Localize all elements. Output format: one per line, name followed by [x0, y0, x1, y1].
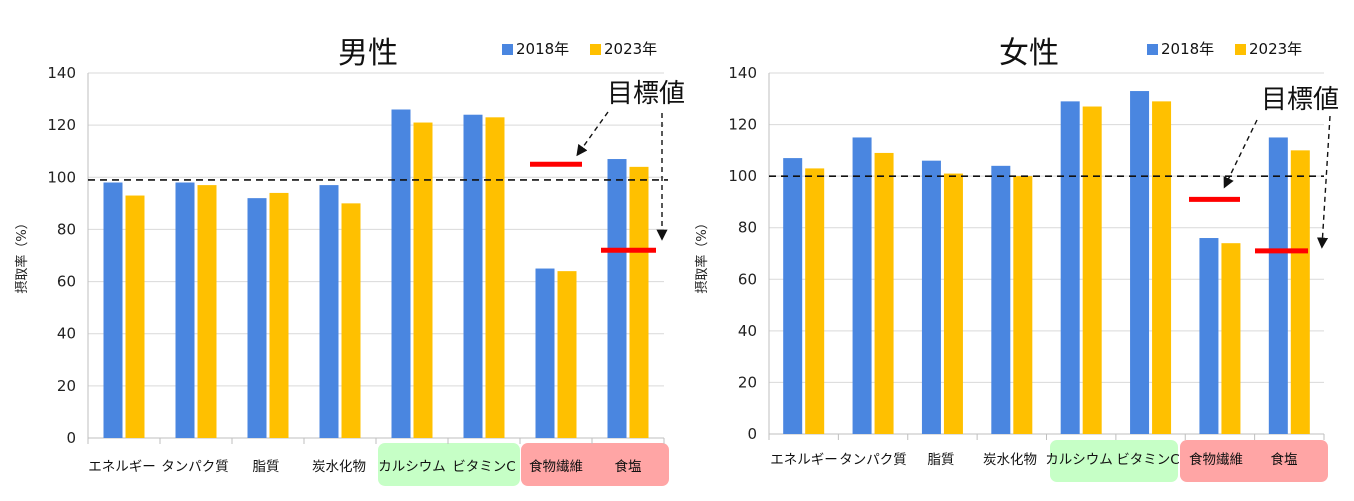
- category-highlight-0: [1050, 440, 1178, 482]
- annotation-label: 目標値: [607, 79, 685, 109]
- category-highlight-0: [378, 443, 520, 486]
- bar-2023-3: [1013, 176, 1033, 434]
- bar-2018-6: [535, 268, 555, 438]
- x-category-label: ビタミンC: [452, 459, 515, 475]
- category-highlight-1: [521, 443, 669, 486]
- bar-2023-3: [341, 203, 361, 438]
- y-tick-label: 0: [66, 429, 76, 447]
- annotation-arrow-1: [1316, 115, 1331, 249]
- x-category-label: エネルギー: [88, 459, 156, 475]
- x-category-label: 脂質: [928, 452, 955, 468]
- y-tick-label: 80: [738, 219, 757, 237]
- x-category-label: 炭水化物: [983, 452, 1037, 468]
- bar-2018-6: [1199, 238, 1219, 434]
- legend-swatch-1: [590, 44, 601, 55]
- bar-2018-2: [921, 160, 941, 434]
- bar-2023-6: [1221, 243, 1241, 434]
- legend-label-0: 2018年: [516, 40, 569, 58]
- y-tick-label: 100: [728, 167, 757, 185]
- bar-2023-4: [1082, 106, 1102, 435]
- x-category-label: 炭水化物: [312, 459, 366, 475]
- bar-2018-7: [1268, 137, 1288, 434]
- legend: 2018年 2023年: [1147, 40, 1302, 58]
- bar-2023-7: [629, 166, 649, 438]
- y-tick-label: 40: [738, 322, 757, 340]
- y-tick-label: 60: [57, 273, 76, 291]
- bar-2018-4: [391, 109, 411, 438]
- bar-2023-7: [1290, 150, 1310, 434]
- bar-2018-3: [319, 185, 339, 438]
- bar-2023-5: [1152, 101, 1172, 434]
- bar-2018-4: [1060, 101, 1080, 434]
- x-category-label: 食物繊維: [529, 458, 583, 475]
- annotation-arrow-0: [576, 111, 609, 157]
- y-tick-label: 40: [57, 325, 76, 343]
- x-category-label: カルシウム: [378, 459, 446, 475]
- y-tick-label: 140: [47, 64, 76, 82]
- y-tick-label: 120: [728, 116, 757, 134]
- legend-swatch-1: [1235, 44, 1246, 55]
- x-category-label: ビタミンC: [1116, 452, 1179, 468]
- y-tick-label: 120: [47, 116, 76, 134]
- bar-2018-7: [607, 159, 627, 439]
- x-category-label: カルシウム: [1045, 452, 1113, 468]
- legend-swatch-0: [1147, 44, 1158, 55]
- bar-2023-1: [197, 185, 217, 438]
- x-category-label: 脂質: [253, 459, 280, 475]
- annotation-label: 目標値: [1261, 85, 1339, 115]
- chart-title: 女性: [999, 36, 1059, 71]
- y-tick-label: 80: [57, 220, 76, 238]
- bar-2023-0: [125, 195, 145, 438]
- legend-label-1: 2023年: [1249, 40, 1302, 58]
- y-axis-label: 摂取率（%）: [14, 216, 30, 293]
- legend-label-0: 2018年: [1161, 40, 1214, 58]
- x-category-label: 食物繊維: [1189, 451, 1243, 468]
- bar-2018-0: [103, 182, 123, 438]
- bar-2023-6: [557, 271, 577, 438]
- y-axis-label: 摂取率（%）: [694, 216, 710, 293]
- category-highlight-1: [1180, 440, 1328, 482]
- bar-2023-1: [874, 152, 894, 434]
- bar-2018-5: [1130, 91, 1150, 435]
- y-tick-label: 60: [738, 270, 757, 288]
- y-tick-label: 100: [47, 168, 76, 186]
- legend-swatch-0: [502, 44, 513, 55]
- chart-title: 男性: [338, 36, 398, 71]
- bar-2023-2: [943, 173, 963, 435]
- y-tick-label: 20: [57, 377, 76, 395]
- x-category-label: エネルギー: [770, 452, 838, 468]
- bar-2023-4: [413, 122, 433, 439]
- y-tick-label: 0: [747, 425, 757, 443]
- legend: 2018年 2023年: [502, 40, 657, 58]
- bar-2018-2: [247, 198, 267, 438]
- bar-2018-5: [463, 114, 483, 438]
- bar-2023-2: [269, 192, 289, 438]
- bar-2023-5: [485, 117, 505, 439]
- annotation-arrow-0: [1223, 119, 1258, 189]
- x-category-label: タンパク質: [839, 452, 907, 468]
- y-tick-label: 140: [728, 64, 757, 82]
- bar-2018-3: [991, 165, 1011, 435]
- y-tick-label: 20: [738, 373, 757, 391]
- x-category-label: タンパク質: [161, 459, 229, 475]
- bar-2018-1: [852, 137, 872, 434]
- x-category-label: 食塩: [1271, 451, 1299, 468]
- bar-2018-0: [783, 158, 803, 435]
- bar-2018-1: [175, 182, 195, 438]
- legend-label-1: 2023年: [604, 40, 657, 58]
- x-category-label: 食塩: [615, 458, 643, 475]
- bar-2023-0: [805, 168, 825, 434]
